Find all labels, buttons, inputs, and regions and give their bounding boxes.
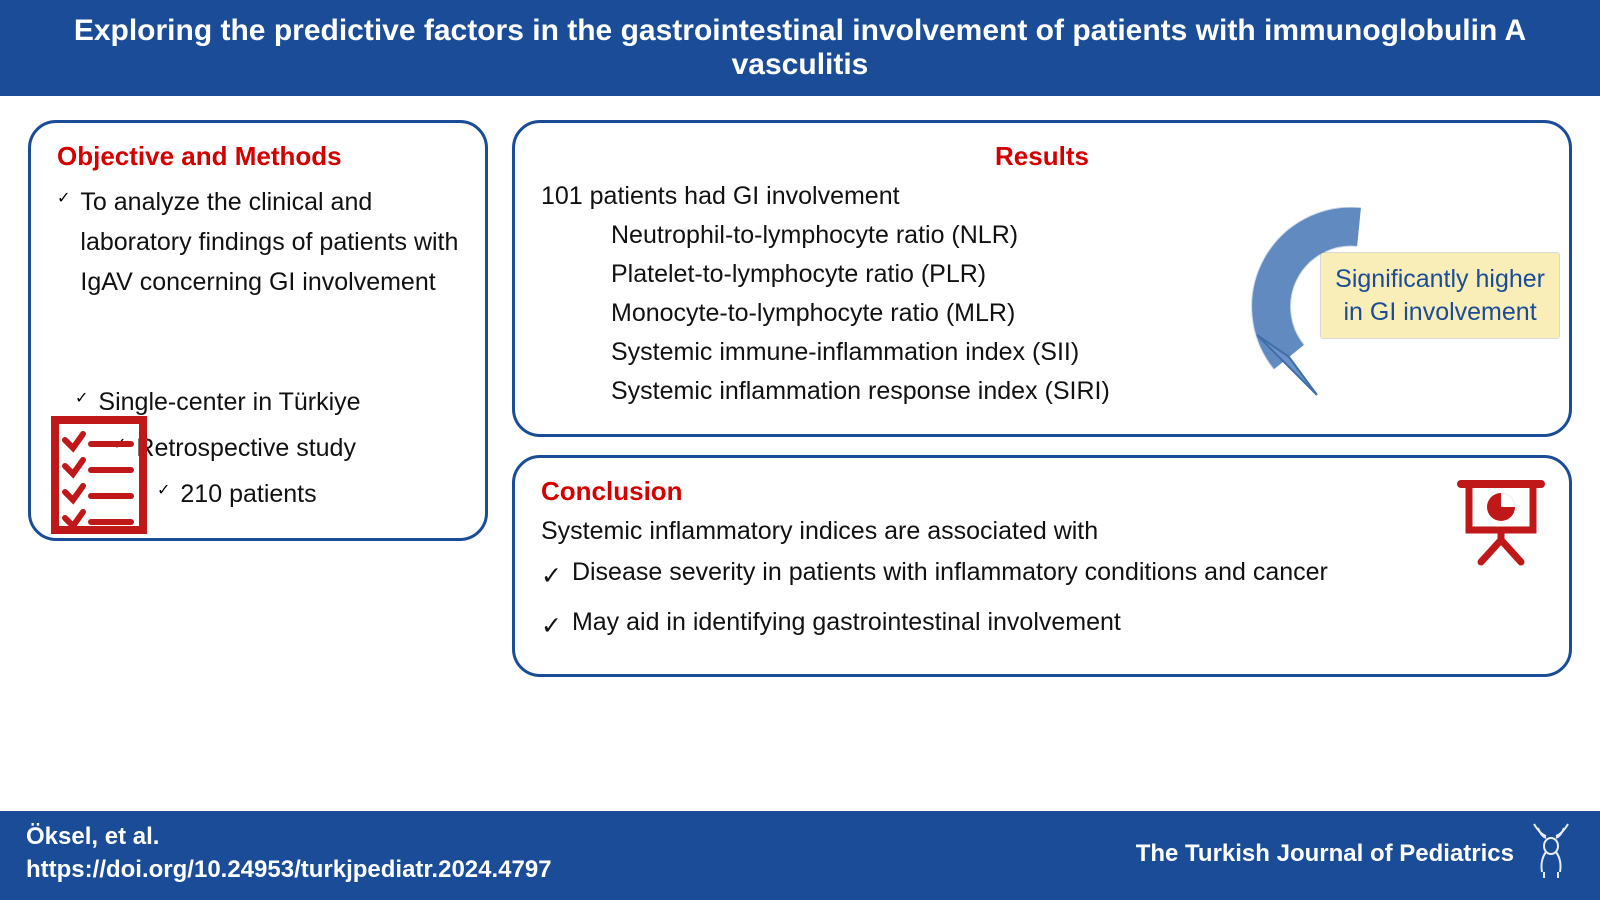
conclusion-bullet: ✓ Disease severity in patients with infl… (541, 552, 1543, 596)
footer-citation: Öksel, et al. https://doi.org/10.24953/t… (26, 821, 552, 886)
checklist-icon (51, 416, 147, 539)
footer-bar: Öksel, et al. https://doi.org/10.24953/t… (0, 811, 1600, 900)
ratio-item: Neutrophil-to-lymphocyte ratio (NLR) (611, 221, 1543, 250)
conclusion-lead: Systemic inflammatory indices are associ… (541, 517, 1543, 546)
method-text: Retrospective study (136, 428, 356, 468)
footer-doi: https://doi.org/10.24953/turkjpediatr.20… (26, 856, 552, 883)
check-icon: ✓ (541, 606, 562, 646)
conclusion-panel: Conclusion Systemic inflammatory indices… (512, 455, 1572, 677)
objective-panel: Objective and Methods ✓ To analyze the c… (28, 120, 488, 541)
objective-title: Objective and Methods (57, 141, 459, 172)
method-text: 210 patients (180, 474, 316, 514)
footer-journal: The Turkish Journal of Pediatrics (1136, 840, 1514, 868)
check-icon: ✓ (57, 186, 70, 212)
title-header: Exploring the predictive factors in the … (0, 0, 1600, 96)
conclusion-text: Disease severity in patients with inflam… (572, 552, 1328, 592)
check-icon: ✓ (75, 386, 88, 412)
check-icon: ✓ (157, 478, 170, 504)
results-lead: 101 patients had GI involvement (541, 182, 1543, 211)
conclusion-title: Conclusion (541, 476, 1543, 507)
footer-authors: Öksel, et al. (26, 823, 159, 850)
ratio-item: Systemic inflammation response index (SI… (611, 377, 1543, 406)
conclusion-text: May aid in identifying gastrointestinal … (572, 602, 1121, 642)
results-panel: Results 101 patients had GI involvement … (512, 120, 1572, 437)
method-bullet: ✓ Retrospective study (113, 428, 459, 468)
page-title: Exploring the predictive factors in the … (74, 14, 1526, 81)
results-title: Results (541, 141, 1543, 172)
callout-line2: in GI involvement (1344, 298, 1537, 326)
presentation-chart-icon (1455, 474, 1547, 571)
left-column: Objective and Methods ✓ To analyze the c… (28, 120, 488, 677)
method-bullet: ✓ 210 patients (157, 474, 459, 514)
check-icon: ✓ (541, 556, 562, 596)
results-callout: Significantly higher in GI involvement (1321, 253, 1559, 338)
methods-sub-block: ✓ Single-center in Türkiye ✓ Retrospecti… (57, 382, 459, 514)
right-column: Results 101 patients had GI involvement … (512, 120, 1572, 677)
objective-text: To analyze the clinical and laboratory f… (80, 182, 459, 302)
conclusion-bullet: ✓ May aid in identifying gastrointestina… (541, 602, 1543, 646)
callout-line1: Significantly higher (1335, 265, 1545, 293)
objective-bullet: ✓ To analyze the clinical and laboratory… (57, 182, 459, 302)
main-content: Objective and Methods ✓ To analyze the c… (0, 96, 1600, 687)
footer-journal-block: The Turkish Journal of Pediatrics (1136, 822, 1574, 885)
ratio-item: Systemic immune-inflammation index (SII) (611, 338, 1543, 367)
deer-logo-icon (1528, 822, 1574, 885)
